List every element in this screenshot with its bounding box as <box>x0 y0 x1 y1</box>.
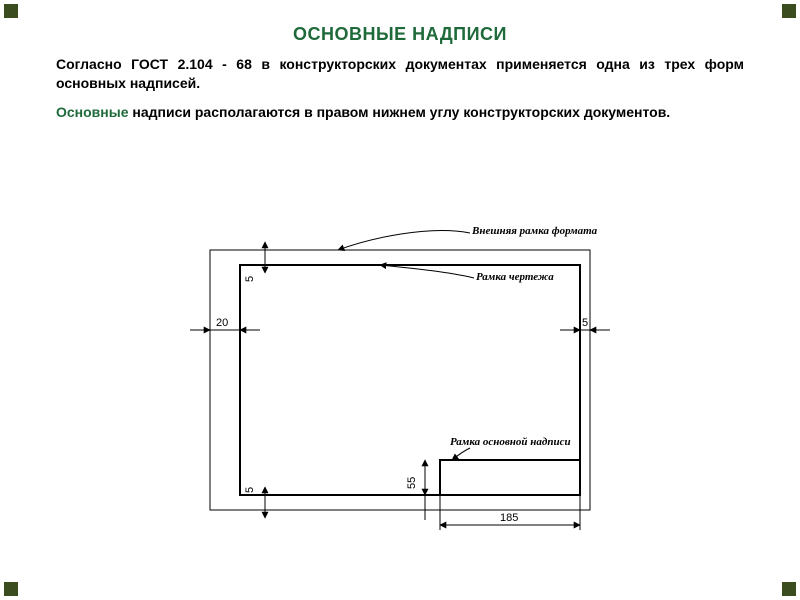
label-inner: Рамка чертежа <box>476 271 554 283</box>
dim-block-w-text: 185 <box>500 512 518 524</box>
page-title: ОСНОВНЫЕ НАДПИСИ <box>56 24 744 45</box>
leader-block <box>452 448 470 460</box>
leader-inner <box>380 265 474 278</box>
paragraph-2-rest: надписи располагаются в правом нижнем уг… <box>129 104 671 120</box>
dim-top-margin-text: 5 <box>244 276 256 282</box>
paragraph-2-accent: Основные <box>56 104 129 120</box>
dim-left-text: 20 <box>216 317 228 329</box>
corner-decor <box>782 582 796 596</box>
diagram: Внешняя рамка формата Рамка чертежа Рамк… <box>160 220 640 560</box>
diagram-svg: Внешняя рамка формата Рамка чертежа Рамк… <box>160 220 640 560</box>
corner-decor <box>4 4 18 18</box>
paragraph-2: Основные надписи располагаются в правом … <box>56 103 744 122</box>
leader-outer <box>338 231 470 250</box>
title-block <box>440 460 580 495</box>
dim-right-text: 5 <box>582 317 588 329</box>
dim-block-h-text: 55 <box>406 477 418 489</box>
label-outer: Внешняя рамка формата <box>471 225 598 237</box>
dim-bottom-text: 5 <box>244 487 256 493</box>
corner-decor <box>4 582 18 596</box>
outer-frame <box>210 250 590 510</box>
corner-decor <box>782 4 796 18</box>
paragraph-1: Согласно ГОСТ 2.104 - 68 в конструкторск… <box>56 55 744 93</box>
label-block: Рамка основной надписи <box>450 436 571 448</box>
